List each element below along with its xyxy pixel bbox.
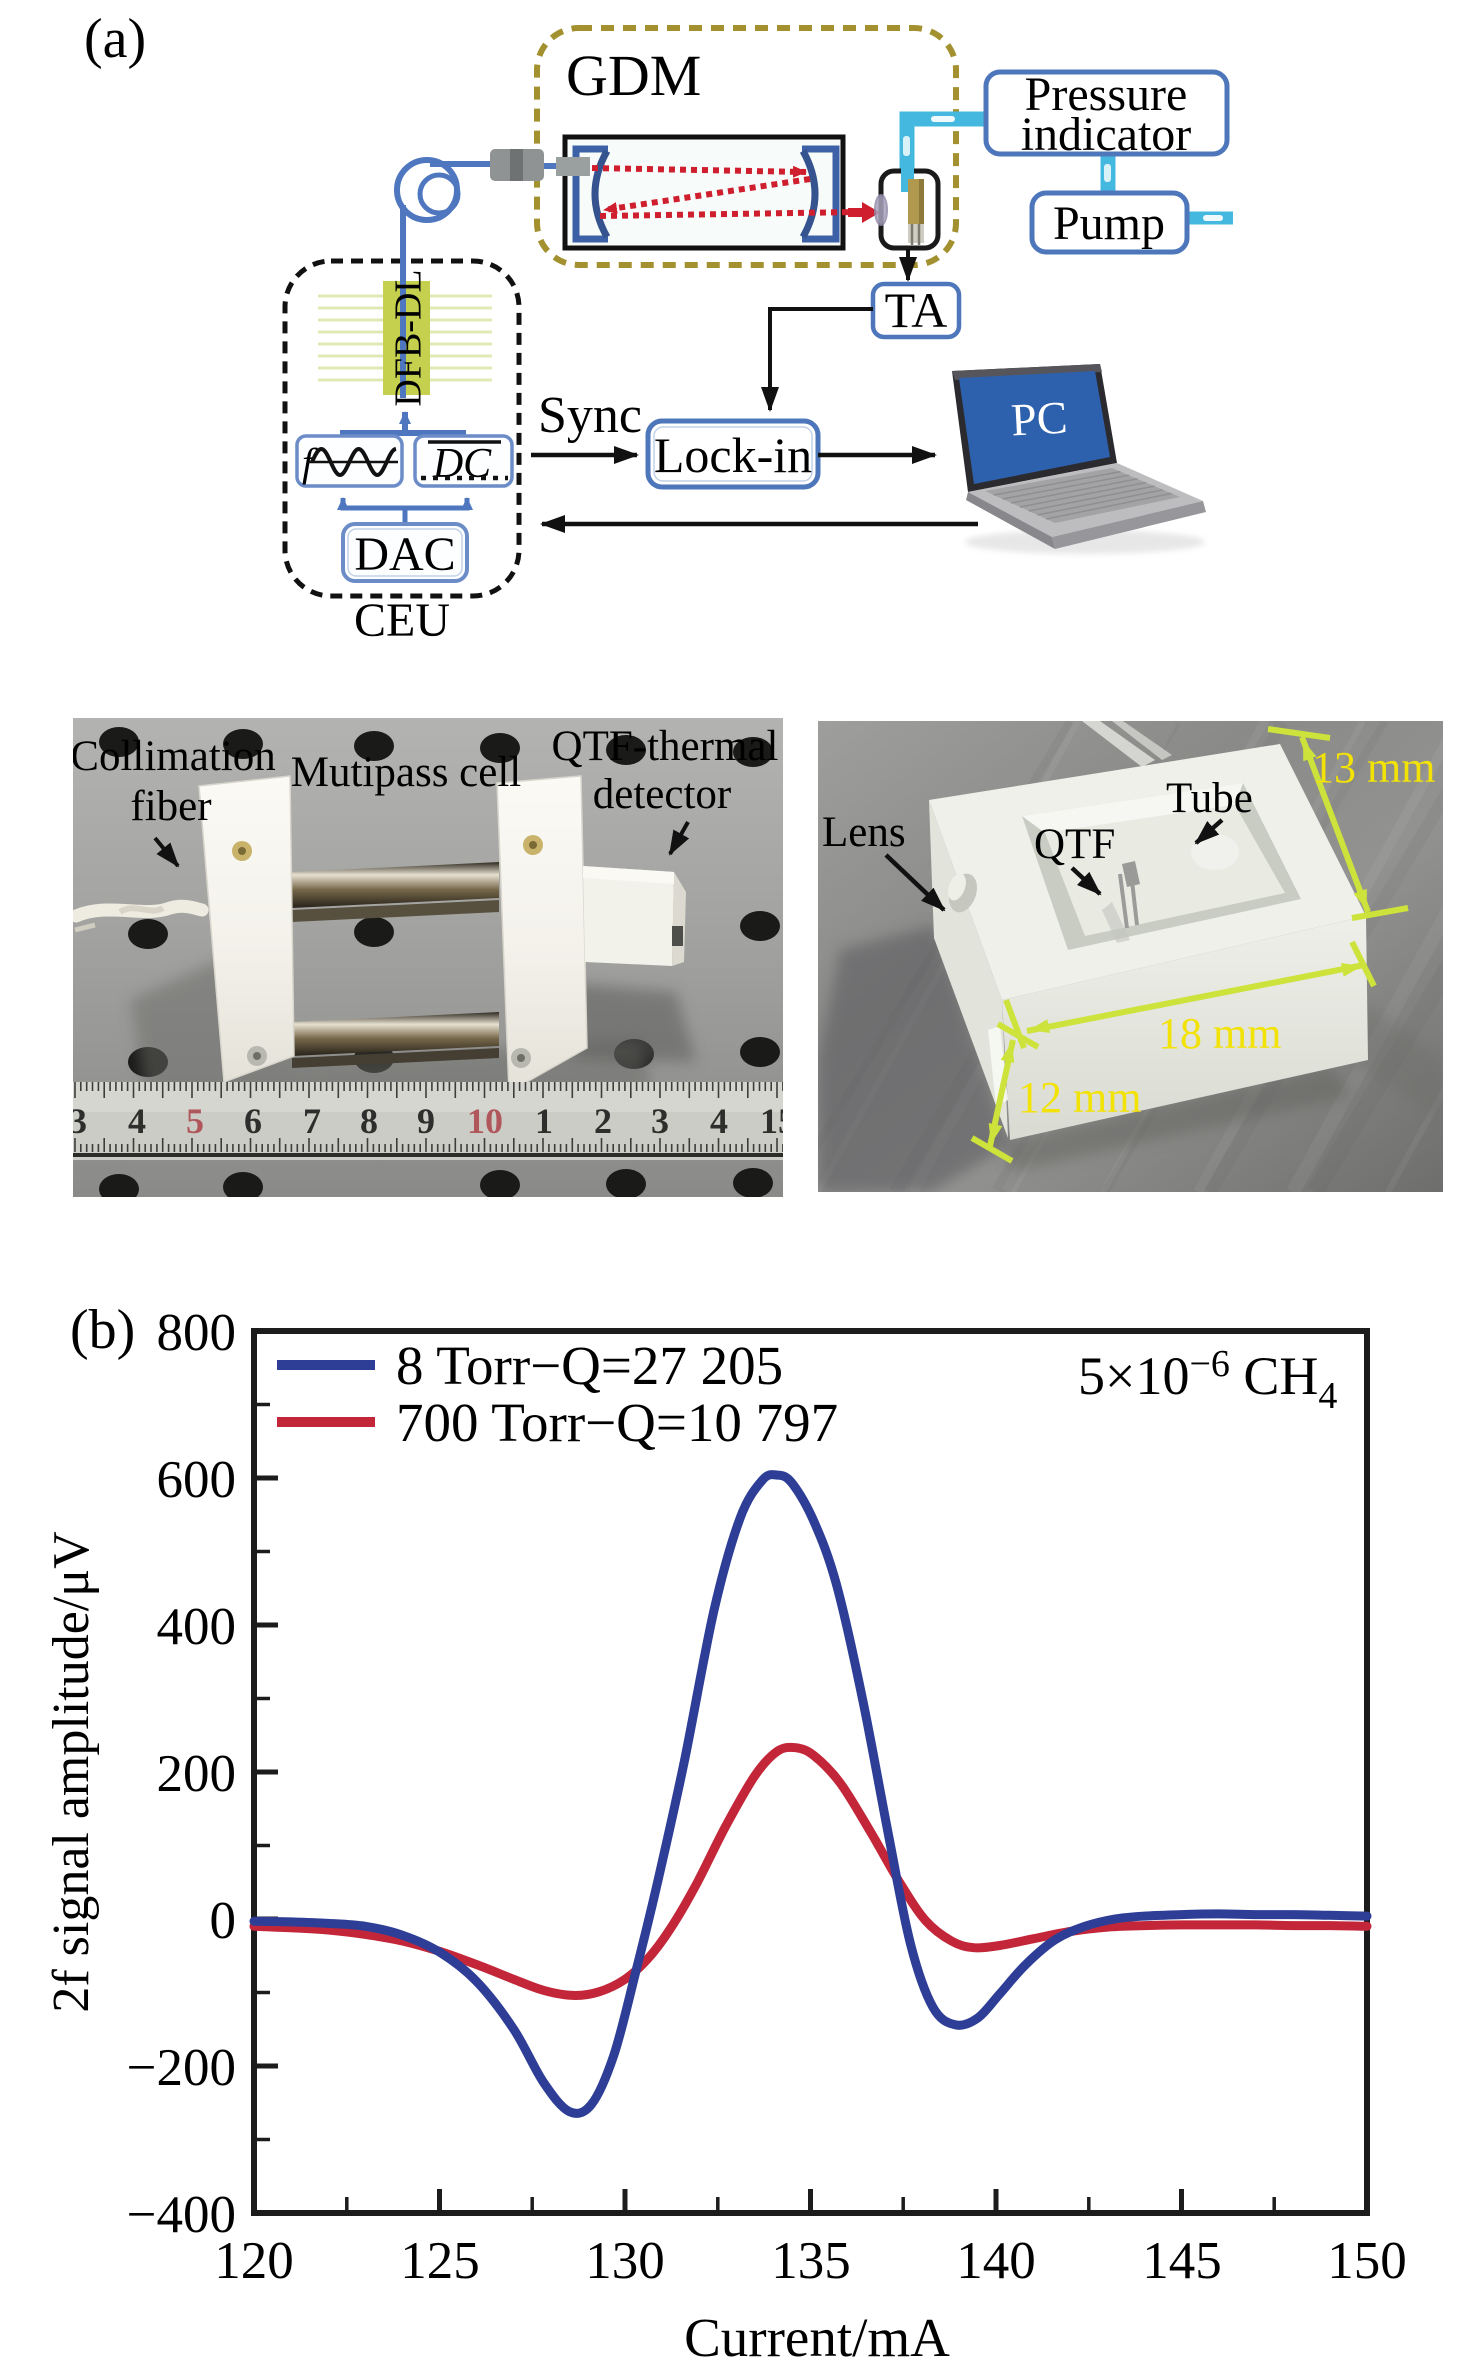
svg-text:QTF-thermal: QTF-thermal (552, 723, 779, 770)
svg-text:TA: TA (885, 282, 948, 338)
svg-text:PC: PC (1010, 392, 1069, 446)
svg-text:2: 2 (594, 1101, 612, 1141)
svg-text:130: 130 (585, 2232, 665, 2290)
svg-text:10: 10 (467, 1101, 503, 1141)
svg-text:(a): (a) (84, 8, 146, 70)
svg-text:1: 1 (535, 1101, 553, 1141)
svg-text:(b): (b) (70, 1299, 135, 1361)
svg-text:5: 5 (186, 1101, 204, 1141)
svg-text:4: 4 (710, 1101, 728, 1141)
svg-text:4: 4 (128, 1101, 146, 1141)
svg-text:Pressure: Pressure (1025, 68, 1188, 121)
svg-text:3: 3 (69, 1101, 87, 1141)
svg-text:8 Torr−Q=27 205: 8 Torr−Q=27 205 (396, 1335, 783, 1396)
svg-text:12 mm: 12 mm (1018, 1073, 1141, 1122)
svg-text:6: 6 (244, 1101, 262, 1141)
svg-text:detector: detector (593, 771, 731, 818)
svg-text:DAC: DAC (354, 528, 455, 581)
svg-text:135: 135 (771, 2232, 851, 2290)
svg-text:8: 8 (360, 1101, 378, 1141)
svg-text:indicator: indicator (1021, 108, 1192, 161)
svg-text:9: 9 (417, 1101, 435, 1141)
svg-text:Current/mA: Current/mA (684, 2307, 950, 2368)
svg-text:600: 600 (157, 1451, 237, 1509)
svg-text:700 Torr−Q=10 797: 700 Torr−Q=10 797 (396, 1392, 838, 1453)
svg-text:Lock-in: Lock-in (654, 427, 812, 483)
svg-text:Sync: Sync (538, 387, 642, 444)
svg-text:Tube: Tube (1166, 775, 1253, 822)
svg-text:18 mm: 18 mm (1158, 1009, 1281, 1058)
svg-text:Collimation: Collimation (70, 733, 275, 780)
svg-text:150: 150 (1327, 2232, 1407, 2290)
svg-text:Pump: Pump (1053, 197, 1165, 250)
svg-text:2f signal amplitude/μV: 2f signal amplitude/μV (43, 1531, 100, 2012)
svg-text:−400: −400 (127, 2186, 236, 2244)
svg-text:400: 400 (157, 1598, 237, 1656)
svg-text:7: 7 (303, 1101, 321, 1141)
svg-text:5×10−6 CH4: 5×10−6 CH4 (1078, 1343, 1337, 1417)
svg-text:120: 120 (214, 2232, 294, 2290)
svg-text:3: 3 (651, 1101, 669, 1141)
svg-text:800: 800 (157, 1304, 237, 1362)
svg-text:−200: −200 (127, 2039, 236, 2097)
svg-text:Mutipass cell: Mutipass cell (291, 749, 522, 796)
svg-text:145: 145 (1142, 2232, 1222, 2290)
svg-text:0: 0 (210, 1892, 237, 1950)
svg-text:DFB-DL: DFB-DL (388, 269, 430, 406)
svg-text:GDM: GDM (566, 43, 701, 108)
svg-text:140: 140 (956, 2232, 1036, 2290)
svg-text:QTF: QTF (1034, 821, 1115, 868)
svg-text:13 mm: 13 mm (1312, 743, 1435, 792)
svg-text:CEU: CEU (354, 594, 450, 647)
svg-text:fiber: fiber (130, 783, 211, 830)
svg-text:15: 15 (760, 1101, 796, 1141)
svg-text:200: 200 (157, 1745, 237, 1803)
svg-text:125: 125 (400, 2232, 480, 2290)
svg-text:Lens: Lens (822, 809, 906, 856)
